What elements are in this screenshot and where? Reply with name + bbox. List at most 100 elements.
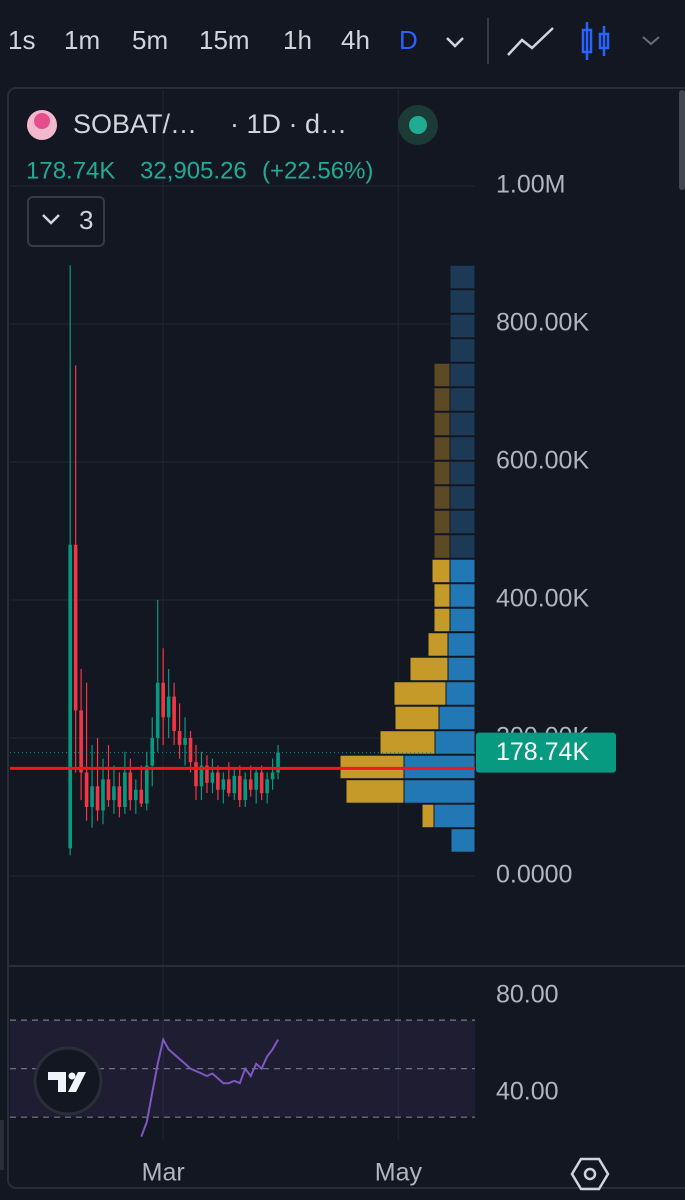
candle-body	[139, 789, 144, 804]
candle-body	[68, 544, 72, 849]
profile-buy	[433, 436, 451, 461]
candle-body	[123, 772, 127, 807]
candle-body	[106, 779, 111, 801]
profile-buy	[433, 509, 451, 535]
y-tick-label: 1.00M	[496, 171, 565, 199]
plot: 0.0000200.00K400.00K600.00K800.00K1.00MM…	[10, 171, 616, 1187]
profile-buy	[421, 803, 435, 829]
profile-buy	[433, 387, 451, 412]
legend-change: (+22.56%)	[262, 157, 373, 184]
line-chart-icon[interactable]	[507, 27, 554, 56]
y-tick-label: 400.00K	[496, 585, 589, 613]
profile-sell	[403, 779, 476, 804]
chevron[interactable]	[446, 37, 464, 48]
profile-sell	[449, 485, 476, 510]
profile-buy	[433, 362, 451, 388]
candle-body	[112, 786, 116, 801]
profile-sell	[447, 632, 476, 657]
interval-bar: 1s 1m 5m 15m 1h 4h D	[8, 25, 418, 55]
profile-buy	[433, 411, 451, 437]
legend-price: 178.74K	[26, 157, 115, 184]
profile-buy	[433, 583, 451, 608]
settings-icon[interactable]	[570, 1157, 610, 1191]
profile-sell	[449, 338, 476, 363]
profile-buy	[433, 460, 451, 486]
y-tick-label: 600.00K	[496, 447, 589, 475]
candle-body	[177, 731, 182, 745]
profile-sell	[449, 436, 476, 461]
candle-body	[188, 737, 193, 763]
status-dot	[409, 116, 427, 134]
candle-body	[216, 772, 220, 790]
interval-button[interactable]: 5m	[132, 25, 168, 55]
legend-volume: 32,905.26	[140, 157, 247, 184]
profile-sell	[449, 558, 476, 584]
profile-buy	[345, 779, 405, 804]
price-tag-label: 178.74K	[496, 738, 589, 766]
candle-body	[227, 779, 231, 794]
symbol[interactable]: SOBAT/…	[73, 109, 197, 139]
profile-sell	[449, 362, 476, 388]
profile-sell	[447, 656, 476, 682]
candle-body	[265, 779, 269, 794]
price-tag	[476, 732, 616, 773]
candle-body	[248, 779, 253, 790]
candle-body	[84, 772, 89, 807]
profile-sell	[449, 289, 476, 314]
candle-body	[199, 765, 204, 787]
interval-button[interactable]: 1m	[64, 25, 100, 55]
legend: SOBAT/… · 1D · d… 178.74K 32,905.26 (+22…	[26, 105, 438, 247]
profile-buy	[433, 534, 451, 559]
indicator-count: 3	[79, 205, 93, 235]
candle-body	[205, 765, 209, 783]
interval-button[interactable]: 4h	[341, 25, 370, 55]
chart-panel	[7, 87, 685, 1189]
profile-sell	[449, 583, 476, 608]
toolbar	[0, 0, 685, 80]
x-tick-label: Mar	[142, 1159, 185, 1187]
chevron[interactable]	[642, 36, 660, 46]
interval-button[interactable]: 1s	[8, 25, 35, 55]
candle-body	[144, 765, 149, 804]
profile-sell	[449, 264, 476, 290]
candle-body	[73, 544, 78, 711]
candle-body	[270, 772, 275, 780]
indicators-toggle[interactable]	[27, 196, 105, 247]
profile-buy	[394, 705, 440, 731]
profile-buy	[433, 485, 451, 510]
profile-buy	[409, 656, 449, 682]
candle-body	[221, 779, 226, 790]
rsi-line	[140, 1036, 279, 1137]
candle-body	[90, 786, 94, 807]
candle-icon[interactable]	[581, 22, 610, 60]
interval-button[interactable]: D	[399, 25, 418, 55]
candle-body	[237, 775, 242, 801]
profile-sell	[438, 705, 476, 731]
profile-sell	[449, 534, 476, 559]
profile-buy	[433, 607, 451, 633]
avatar-hair	[34, 113, 50, 129]
candle-body	[254, 772, 258, 790]
profile-sell	[449, 607, 476, 633]
candle-body	[128, 772, 133, 801]
profile-sell	[434, 730, 476, 755]
profile-sell	[450, 828, 476, 853]
candle-body	[183, 737, 187, 745]
candle-body	[210, 772, 215, 783]
y-tick-label: 800.00K	[496, 309, 589, 337]
interval: · 1D · d…	[230, 109, 347, 139]
profile-buy	[431, 558, 451, 584]
candle-body	[134, 789, 138, 801]
candle-body	[155, 682, 160, 738]
y-tick-label: 80.00	[496, 981, 559, 1009]
profile-buy	[427, 632, 449, 657]
interval-button[interactable]: 1h	[283, 25, 312, 55]
candle-body	[117, 786, 122, 807]
candle-body	[276, 752, 280, 773]
logo[interactable]	[33, 1046, 103, 1116]
interval-button[interactable]: 15m	[199, 25, 250, 55]
candle-body	[232, 775, 237, 794]
profile-sell	[445, 681, 476, 706]
